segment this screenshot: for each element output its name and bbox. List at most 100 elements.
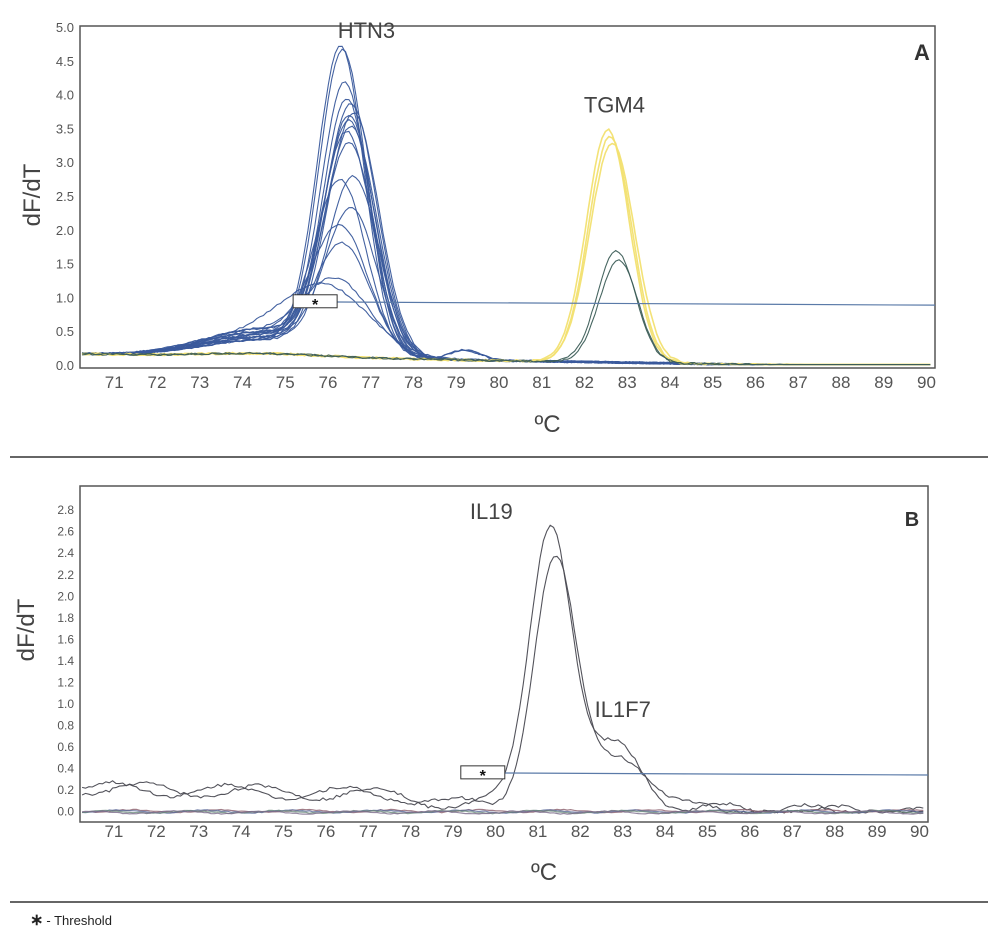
melt-curve-tgm4 xyxy=(82,249,931,366)
threshold-marker: * xyxy=(480,768,487,785)
y-tick-label: 2.0 xyxy=(56,223,74,238)
melt-curve-htn3 xyxy=(81,103,931,366)
y-tick-label: 1.0 xyxy=(56,290,74,305)
x-tick-label: 71 xyxy=(105,373,124,392)
x-tick-label: 72 xyxy=(147,373,166,392)
x-axis-title: ºC xyxy=(531,859,557,886)
x-tick-label: 82 xyxy=(571,822,590,841)
x-tick-label: 84 xyxy=(656,822,675,841)
melt-curve-tgm4 xyxy=(81,135,931,366)
x-tick-label: 74 xyxy=(233,373,252,392)
y-tick-label: 0.4 xyxy=(57,762,74,776)
panel-letter: B xyxy=(905,509,919,531)
threshold-marker-box xyxy=(460,765,506,780)
x-tick-label: 89 xyxy=(868,822,887,841)
x-tick-label: 80 xyxy=(489,373,508,392)
melt-curve-htn3 xyxy=(81,81,931,366)
plot-area-a xyxy=(79,25,936,369)
y-tick-label: 1.8 xyxy=(57,611,74,625)
x-tick-label: 84 xyxy=(660,373,679,392)
x-tick-label: 73 xyxy=(190,373,209,392)
melt-curve-htn3 xyxy=(82,130,931,366)
melt-curve-htn3 xyxy=(81,98,931,366)
baseline-curve xyxy=(82,809,924,815)
melt-curve-tgm4 xyxy=(81,142,931,366)
melt-curve-htn3 xyxy=(82,112,931,366)
x-axis-title: ºC xyxy=(534,411,560,438)
y-tick-label: 2.5 xyxy=(56,189,74,204)
x-tick-label: 85 xyxy=(703,373,722,392)
y-tick-label: 3.0 xyxy=(56,155,74,170)
x-tick-label: 75 xyxy=(276,373,295,392)
x-tick-label: 88 xyxy=(831,373,850,392)
peak-label-il1f7: IL1F7 xyxy=(595,697,651,722)
x-tick-label: 81 xyxy=(528,822,547,841)
melt-curve-htn3 xyxy=(81,277,931,366)
x-tick-label: 81 xyxy=(532,373,551,392)
y-tick-label: 1.0 xyxy=(57,697,74,711)
y-tick-label: 1.2 xyxy=(57,675,74,689)
x-tick-label: 79 xyxy=(447,373,466,392)
peak-label-tgm4: TGM4 xyxy=(584,93,645,118)
x-tick-label: 90 xyxy=(910,822,929,841)
x-tick-label: 86 xyxy=(740,822,759,841)
panel-letter: A xyxy=(914,40,930,65)
threshold-line xyxy=(293,301,936,306)
melt-curve-tgm4 xyxy=(82,259,931,366)
threshold-marker-box xyxy=(292,294,338,309)
melt-curve-htn3 xyxy=(81,178,931,366)
threshold-marker: * xyxy=(312,297,319,314)
x-tick-label: 73 xyxy=(189,822,208,841)
y-tick-label: 1.4 xyxy=(57,654,74,668)
threshold-legend: ∗ - Threshold xyxy=(30,910,112,930)
panel-a-chart: A 71 72 73 74 75 76 77 78 79 80 81 82 83 84 85 86 87 88 89 9… xyxy=(19,18,936,438)
melt-curve-htn3 xyxy=(82,174,931,366)
y-tick-label: 0.2 xyxy=(57,783,74,797)
x-tick-label: 76 xyxy=(318,373,337,392)
y-tick-label: 5.0 xyxy=(56,20,74,35)
x-tick-label: 90 xyxy=(917,373,936,392)
y-tick-label: 4.0 xyxy=(56,88,74,103)
y-tick-label: 2.0 xyxy=(57,589,74,603)
y-tick-label: 0.0 xyxy=(57,805,74,819)
x-tick-label: 79 xyxy=(444,822,463,841)
x-tick-label: 83 xyxy=(613,822,632,841)
y-tick-label: 2.4 xyxy=(57,546,74,560)
y-tick-label: 4.5 xyxy=(56,54,74,69)
y-tick-label: 0.6 xyxy=(57,740,74,754)
panel-b-chart: B 71 72 73 74 75 76 77 78 79 80 81 82 83 84 85 86 87 88 89 9… xyxy=(13,485,929,886)
melt-curve-tgm4 xyxy=(81,127,931,366)
x-tick-label: 77 xyxy=(361,373,380,392)
y-tick-label: 0.0 xyxy=(56,358,74,373)
x-tick-label: 77 xyxy=(359,822,378,841)
x-tick-label: 89 xyxy=(874,373,893,392)
x-tick-label: 87 xyxy=(783,822,802,841)
x-tick-label: 71 xyxy=(104,822,123,841)
x-tick-label: 82 xyxy=(575,373,594,392)
x-tick-label: 74 xyxy=(232,822,251,841)
x-tick-label: 78 xyxy=(401,822,420,841)
threshold-symbol: ∗ xyxy=(30,912,44,929)
x-tick-label: 80 xyxy=(486,822,505,841)
threshold-line xyxy=(474,772,929,776)
x-tick-label: 78 xyxy=(404,373,423,392)
y-axis-title: dF/dT xyxy=(13,598,40,661)
melt-curve-htn3 xyxy=(82,114,931,366)
x-tick-label: 85 xyxy=(698,822,717,841)
melt-curve-htn3 xyxy=(82,45,931,366)
y-tick-label: 0.5 xyxy=(56,324,74,339)
y-tick-label: 1.6 xyxy=(57,632,74,646)
peak-label-htn3: HTN3 xyxy=(338,18,395,43)
x-tick-label: 83 xyxy=(618,373,637,392)
y-tick-label: 0.8 xyxy=(57,718,74,732)
peak-label-il19: IL19 xyxy=(470,499,513,524)
y-tick-label: 3.5 xyxy=(56,121,74,136)
melt-curve-htn3 xyxy=(82,125,931,366)
melt-curve-htn3 xyxy=(82,142,931,366)
y-tick-label: 2.8 xyxy=(57,503,74,517)
melt-curve-il1f7 xyxy=(81,555,924,814)
plot-area-b xyxy=(79,485,929,823)
y-axis-title: dF/dT xyxy=(19,163,46,226)
melt-curve-htn3 xyxy=(82,48,931,366)
